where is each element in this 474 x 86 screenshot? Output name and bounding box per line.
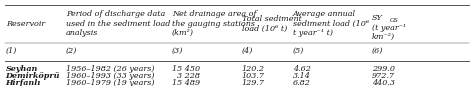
Text: 440.3: 440.3 xyxy=(372,79,395,86)
Text: 299.0: 299.0 xyxy=(372,65,395,73)
Text: (4): (4) xyxy=(242,47,253,55)
Text: 129.7: 129.7 xyxy=(242,79,264,86)
Text: Period of discharge data
used in the sediment load
analysis: Period of discharge data used in the sed… xyxy=(66,10,171,37)
Text: (t year⁻¹: (t year⁻¹ xyxy=(372,24,406,32)
Text: Hirfanlı: Hirfanlı xyxy=(6,79,41,86)
Text: (6): (6) xyxy=(372,47,383,55)
Text: (5): (5) xyxy=(293,47,304,55)
Text: km⁻²): km⁻²) xyxy=(372,33,395,41)
Text: Demirköprü: Demirköprü xyxy=(6,72,60,80)
Text: Net drainage area of
the gauging stations
(km²): Net drainage area of the gauging station… xyxy=(172,10,256,37)
Text: Reservoir: Reservoir xyxy=(6,20,45,28)
Text: 972.7: 972.7 xyxy=(372,72,395,80)
Text: SY: SY xyxy=(372,14,383,22)
Text: (2): (2) xyxy=(66,47,77,55)
Text: 15 450: 15 450 xyxy=(172,65,200,73)
Text: 6.82: 6.82 xyxy=(293,79,310,86)
Text: Average annual
sediment load (10⁶
t year⁻¹ t): Average annual sediment load (10⁶ t year… xyxy=(293,10,369,37)
Text: Total sediment
load (10⁶ t): Total sediment load (10⁶ t) xyxy=(242,15,301,32)
Text: Seyhan: Seyhan xyxy=(6,65,38,73)
Text: 1960–1979 (19 years): 1960–1979 (19 years) xyxy=(66,79,155,86)
Text: 15 489: 15 489 xyxy=(172,79,200,86)
Text: 103.7: 103.7 xyxy=(242,72,264,80)
Text: 4.62: 4.62 xyxy=(293,65,310,73)
Text: 120.2: 120.2 xyxy=(242,65,264,73)
Text: 1956–1982 (26 years): 1956–1982 (26 years) xyxy=(66,65,155,73)
Text: GS: GS xyxy=(389,18,398,23)
Text: (1): (1) xyxy=(6,47,17,55)
Text: 1960–1993 (33 years): 1960–1993 (33 years) xyxy=(66,72,155,80)
Text: 3 228: 3 228 xyxy=(172,72,200,80)
Text: (3): (3) xyxy=(172,47,183,55)
Text: 3.14: 3.14 xyxy=(293,72,310,80)
